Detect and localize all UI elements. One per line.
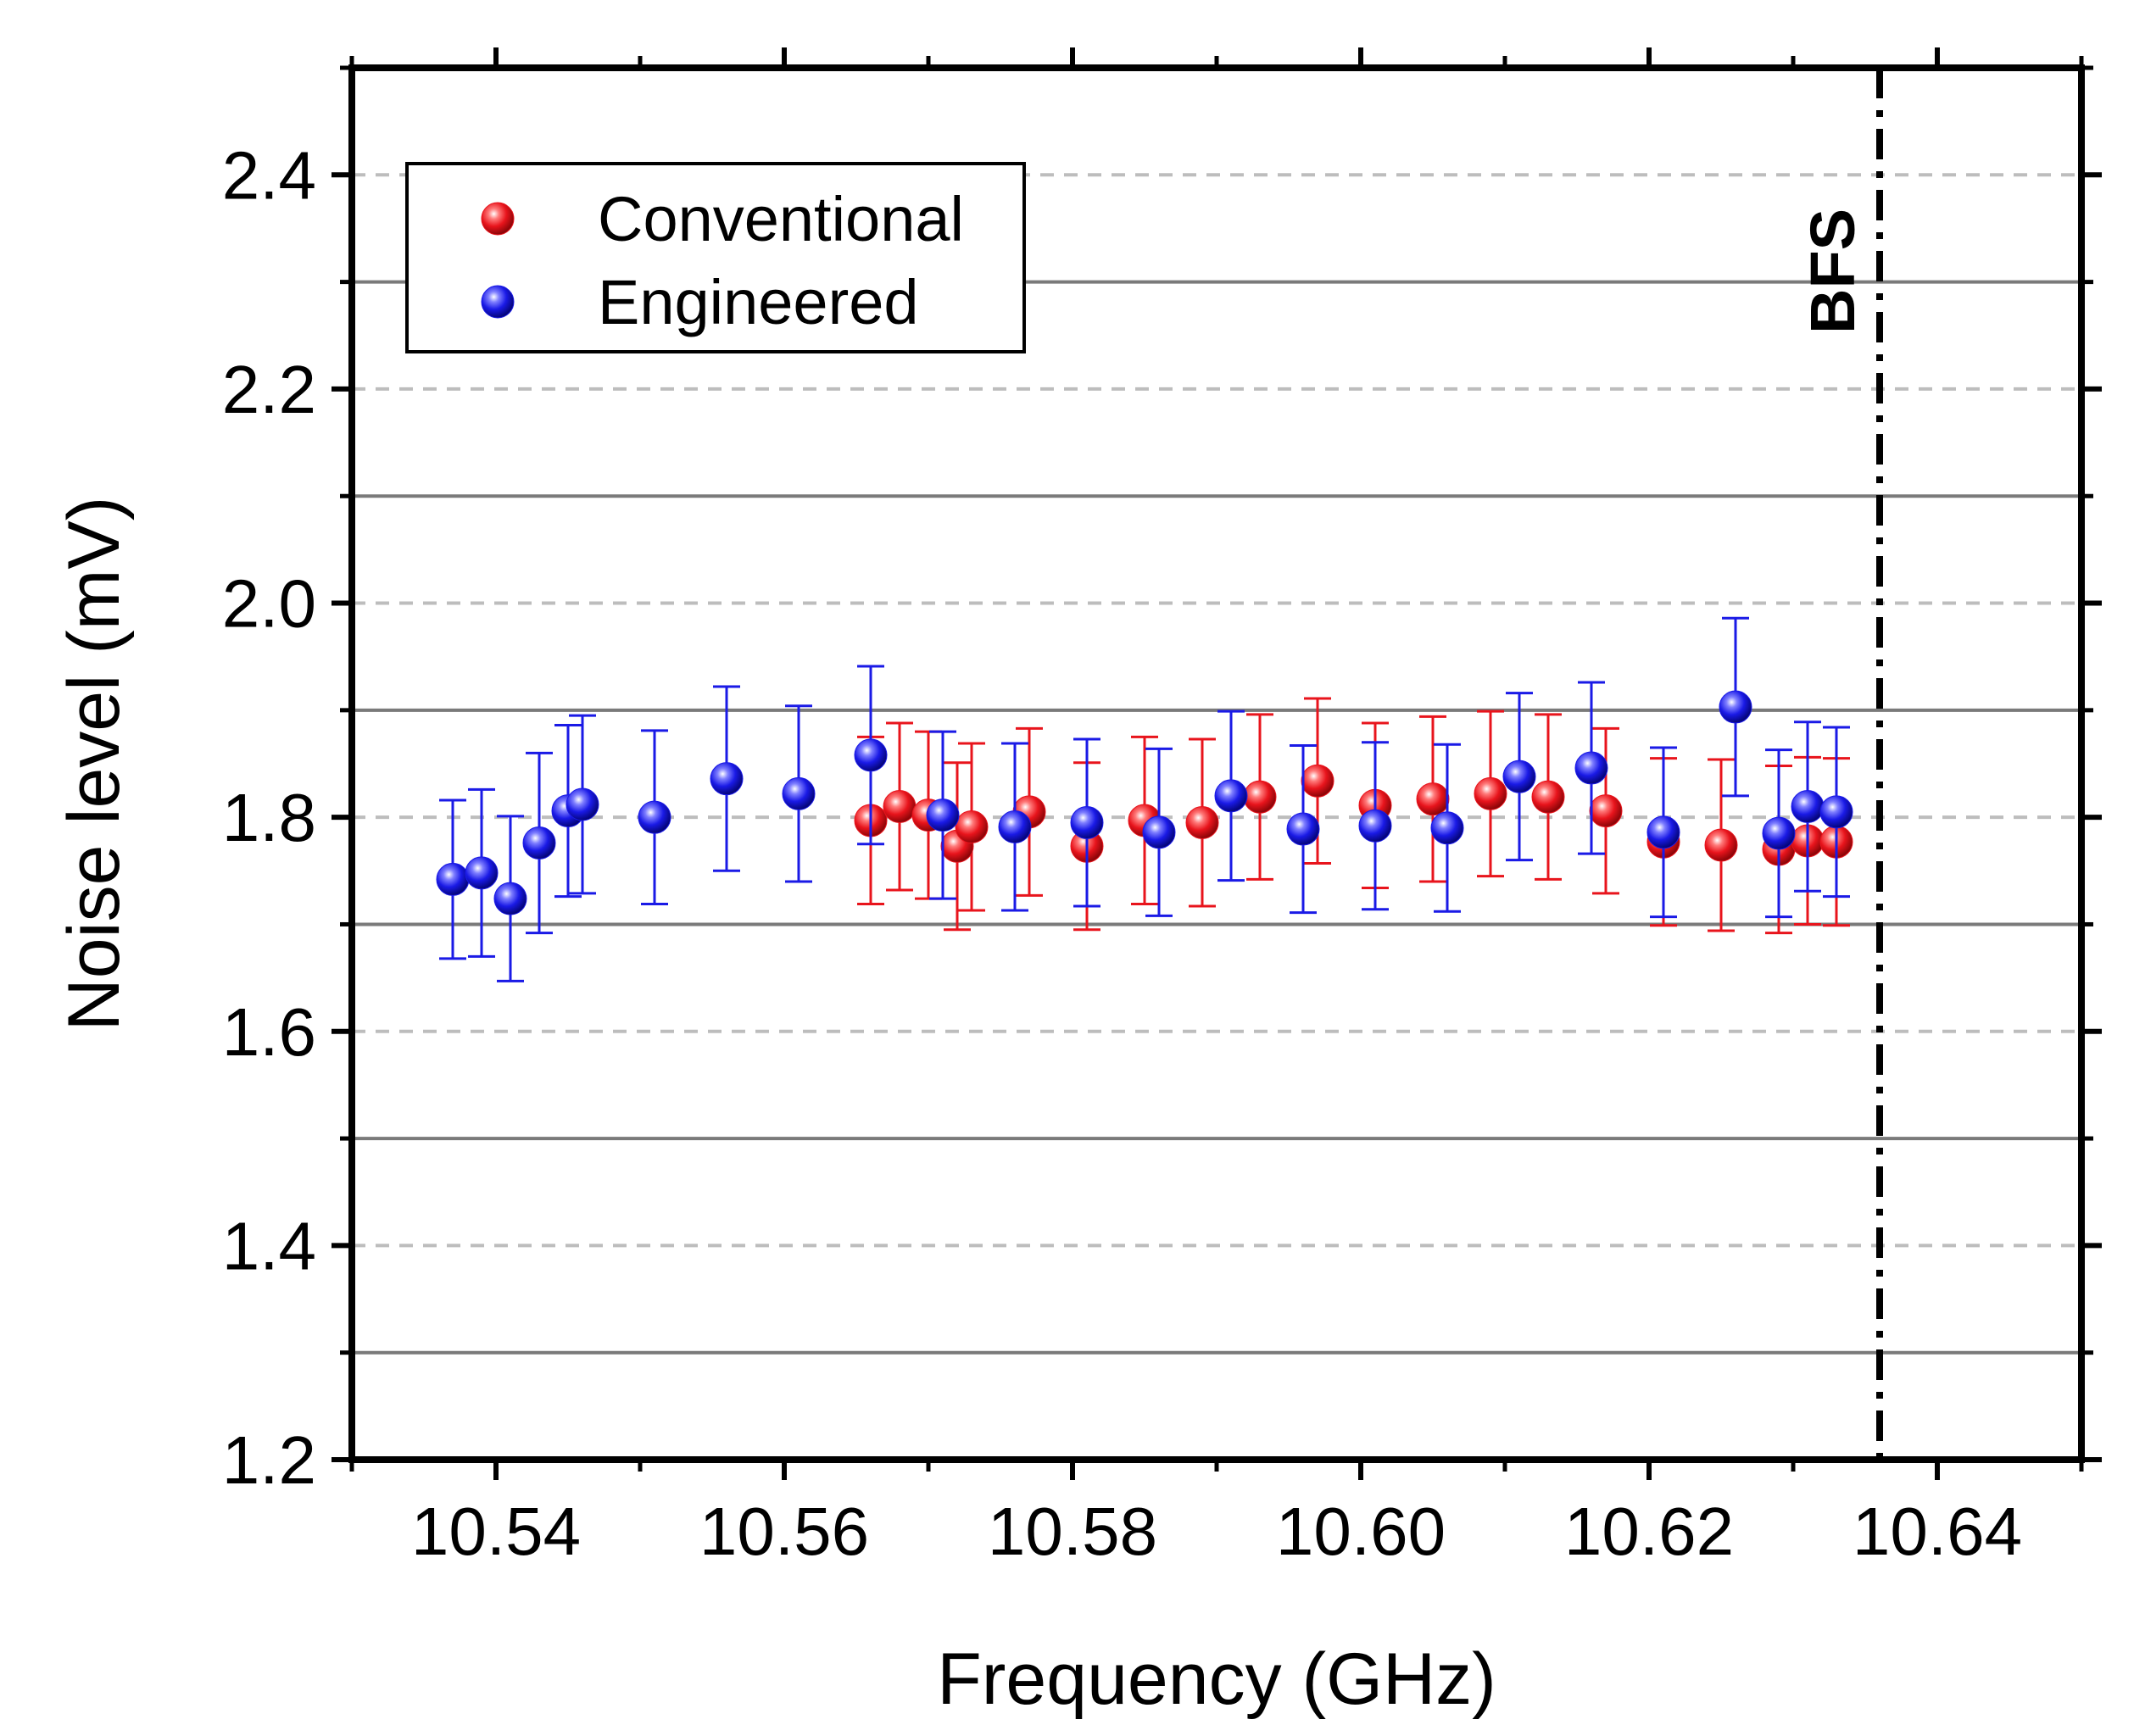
data-point: [926, 798, 960, 832]
x-tick-label: 10.62: [1564, 1494, 1734, 1569]
legend: Conventional Engineered: [405, 162, 1026, 353]
data-point: [522, 826, 556, 860]
y-tick-label: 1.6: [222, 994, 316, 1070]
data-point: [1243, 780, 1277, 814]
data-point: [710, 762, 744, 796]
y-tick-label: 1.4: [222, 1208, 316, 1283]
legend-label-engineered: Engineered: [598, 267, 919, 337]
series-engineered: [436, 616, 1853, 982]
data-point: [1286, 812, 1320, 846]
y-tick-label: 2.2: [222, 352, 316, 427]
data-point: [1474, 776, 1507, 810]
x-tick-label: 10.56: [699, 1494, 869, 1569]
y-tick-label: 2.0: [222, 566, 316, 642]
data-point: [465, 856, 499, 890]
data-point: [782, 776, 816, 810]
data-points: [436, 616, 1853, 982]
axis-ticks: [332, 47, 2102, 1480]
x-tick-label: 10.60: [1276, 1494, 1446, 1569]
data-point: [1214, 779, 1248, 813]
data-point: [1791, 790, 1825, 824]
data-point: [1589, 794, 1623, 828]
data-point: [1185, 805, 1219, 839]
bfs-label: BFS: [1797, 209, 1868, 334]
data-point: [854, 738, 888, 772]
data-point: [1646, 815, 1680, 849]
x-tick-label: 10.58: [988, 1494, 1157, 1569]
legend-box: [405, 162, 1026, 353]
data-point: [1416, 782, 1450, 816]
legend-marker-engineered: [481, 285, 515, 319]
data-point: [1574, 751, 1608, 785]
axis-labels: 10.54 10.56 10.58 10.60 10.62 10.64 1.2 1.4 1.6 1…: [53, 137, 2022, 1720]
data-point: [1502, 760, 1536, 793]
data-point: [1819, 795, 1853, 829]
data-point: [1719, 690, 1752, 724]
data-point: [998, 810, 1032, 844]
data-point: [1301, 764, 1334, 798]
legend-label-conventional: Conventional: [598, 184, 964, 254]
data-point: [638, 800, 671, 834]
data-point: [436, 862, 470, 896]
x-axis-title: Frequency (GHz): [937, 1639, 1496, 1720]
y-tick-label: 2.4: [222, 137, 316, 213]
data-point: [1358, 809, 1392, 843]
data-point: [1531, 780, 1565, 814]
data-point: [1070, 805, 1104, 839]
y-tick-label: 1.2: [222, 1422, 316, 1498]
data-point: [1430, 811, 1464, 845]
y-tick-label: 1.8: [222, 780, 316, 855]
x-tick-label: 10.64: [1853, 1494, 2022, 1569]
data-point: [1762, 816, 1796, 850]
data-point: [566, 787, 599, 821]
data-point: [955, 810, 989, 844]
x-tick-label: 10.54: [411, 1494, 581, 1569]
bfs-marker: BFS: [1797, 68, 1883, 1460]
data-point: [1704, 828, 1738, 862]
y-axis-title: Noise level (mV): [53, 497, 135, 1032]
data-point: [493, 882, 527, 915]
legend-marker-conventional: [481, 202, 515, 236]
data-point: [1142, 815, 1176, 849]
data-point: [883, 790, 917, 824]
